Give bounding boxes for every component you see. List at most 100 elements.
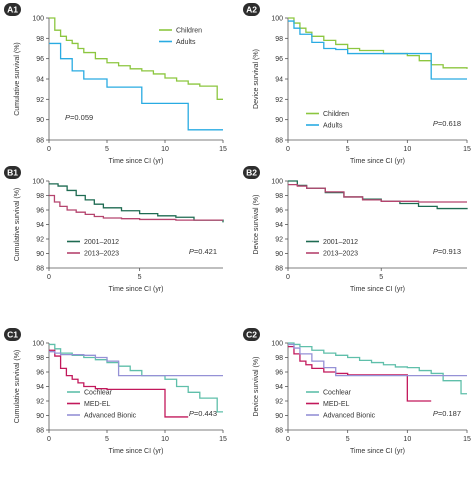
y-tick-label: 94: [36, 384, 44, 391]
y-tick-label: 90: [275, 117, 283, 124]
y-tick-label: 90: [275, 251, 283, 258]
panel-label: A2: [246, 5, 257, 15]
legend-label: Adults: [323, 123, 343, 130]
series-line-advanced-bionic: [49, 351, 223, 377]
p-symbol: P: [433, 119, 438, 128]
p-value: =0.618: [438, 119, 461, 128]
y-tick-label: 96: [275, 208, 283, 215]
series-line-med-el: [49, 349, 189, 418]
x-tick-label: 10: [403, 436, 411, 443]
y-tick-label: 92: [275, 237, 283, 244]
legend-label: 2013–2023: [323, 251, 358, 258]
legend-label: 2001–2012: [84, 239, 119, 246]
y-tick-label: 96: [36, 208, 44, 215]
y-tick-label: 100: [271, 16, 283, 23]
badge-shape: [243, 328, 260, 341]
panel-label-badge: C1: [4, 328, 21, 341]
legend-label: Advanced Bionic: [84, 413, 137, 420]
legend: 2001–2012 2013–2023: [306, 239, 358, 258]
x-tick-label: 10: [161, 436, 169, 443]
x-tick-label: 0: [286, 146, 290, 153]
panel-a1: A1 88 90 92 94 96 98 100 0 5 10 15 Time since CI (yr…: [4, 3, 227, 165]
panel-b2: B2 88 90 92 94 96 98 100 0 5 Time since CI (yr) Dev…: [243, 166, 468, 293]
y-axis-title: Cumulative survival (%): [14, 350, 21, 424]
series-line-cochlear: [49, 343, 223, 413]
legend: 2001–2012 2013–2023: [67, 239, 119, 258]
p-symbol: P: [65, 113, 70, 122]
series-line-adults: [288, 20, 467, 80]
x-tick-label: 5: [105, 146, 109, 153]
legend: Cochlear MED-EL Advanced Bionic: [306, 390, 376, 420]
legend-label: Children: [176, 28, 202, 35]
legend-label: MED-EL: [323, 401, 350, 408]
p-symbol: P: [433, 409, 438, 418]
legend-label: Children: [323, 111, 349, 118]
x-tick-label: 5: [138, 274, 142, 281]
y-tick-label: 92: [275, 97, 283, 104]
legend-label: 2013–2023: [84, 251, 119, 258]
legend-label: MED-EL: [84, 401, 111, 408]
y-tick-label: 98: [275, 36, 283, 43]
p-symbol: P: [189, 409, 194, 418]
y-tick-label: 98: [275, 355, 283, 362]
x-axis-title: Time since CI (yr): [350, 158, 405, 165]
y-tick-label: 96: [275, 56, 283, 63]
x-tick-label: 15: [219, 146, 227, 153]
y-tick-label: 98: [36, 36, 44, 43]
y-axis-title: Cumulative survival (%): [14, 42, 21, 116]
badge-shape: [4, 328, 21, 341]
y-tick-label: 88: [275, 428, 283, 435]
badge-shape: [4, 3, 21, 16]
y-axis-title: Device survival (%): [253, 49, 260, 109]
panel-label-badge: B2: [243, 166, 260, 179]
y-tick-label: 94: [275, 384, 283, 391]
p-value-annotation: P=0.421: [189, 247, 217, 256]
p-value: =0.913: [438, 247, 461, 256]
x-tick-label: 15: [463, 436, 471, 443]
y-tick-label: 100: [32, 179, 44, 186]
p-symbol: P: [189, 247, 194, 256]
legend-label: Advanced Bionic: [323, 413, 376, 420]
x-axis-title: Time since CI (yr): [350, 286, 405, 293]
y-tick-label: 94: [36, 77, 44, 84]
legend: Children Adults: [306, 111, 349, 130]
legend: Children Adults: [159, 28, 202, 46]
series-line-med-el: [288, 345, 432, 402]
series-line-2013-2023: [49, 194, 223, 221]
x-tick-label: 0: [47, 274, 51, 281]
y-tick-label: 96: [36, 370, 44, 377]
panel-c2: C2 88 90 92 94 96 98 100 0 5 10 15 Time since CI (yr…: [243, 328, 471, 455]
x-axis-title: Time since CI (yr): [109, 448, 164, 455]
y-tick-label: 94: [36, 222, 44, 229]
badge-shape: [4, 166, 21, 179]
p-value: =0.421: [194, 247, 217, 256]
y-tick-label: 100: [271, 179, 283, 186]
x-axis-title: Time since CI (yr): [350, 448, 405, 455]
y-tick-label: 88: [36, 266, 44, 273]
p-value: =0.443: [194, 409, 217, 418]
y-tick-label: 92: [36, 237, 44, 244]
y-tick-label: 96: [275, 370, 283, 377]
legend-label: Cochlear: [84, 390, 113, 397]
panel-b1: B1 88 90 92 94 96 98 100 0 5 Time since CI (yr) Cum…: [4, 166, 224, 293]
x-tick-label: 0: [286, 274, 290, 281]
panel-a2: A2 88 90 92 94 96 98 100 0 5 10 15 Time since CI (yr…: [243, 3, 471, 165]
y-tick-label: 94: [275, 77, 283, 84]
y-tick-label: 90: [275, 413, 283, 420]
x-axis-title: Time since CI (yr): [109, 286, 164, 293]
x-axis-title: Time since CI (yr): [109, 158, 164, 165]
y-tick-label: 88: [275, 266, 283, 273]
y-tick-label: 100: [32, 16, 44, 23]
y-tick-label: 88: [275, 138, 283, 145]
y-tick-label: 98: [36, 355, 44, 362]
x-tick-label: 0: [47, 146, 51, 153]
y-tick-label: 94: [275, 222, 283, 229]
y-axis-title: Device survival (%): [253, 195, 260, 255]
p-value-annotation: P=0.059: [65, 113, 93, 122]
series-line-2013-2023: [288, 183, 467, 203]
panel-label-badge: A1: [4, 3, 21, 16]
legend: Cochlear MED-EL Advanced Bionic: [67, 390, 137, 420]
y-tick-label: 98: [36, 193, 44, 200]
y-tick-label: 98: [275, 193, 283, 200]
